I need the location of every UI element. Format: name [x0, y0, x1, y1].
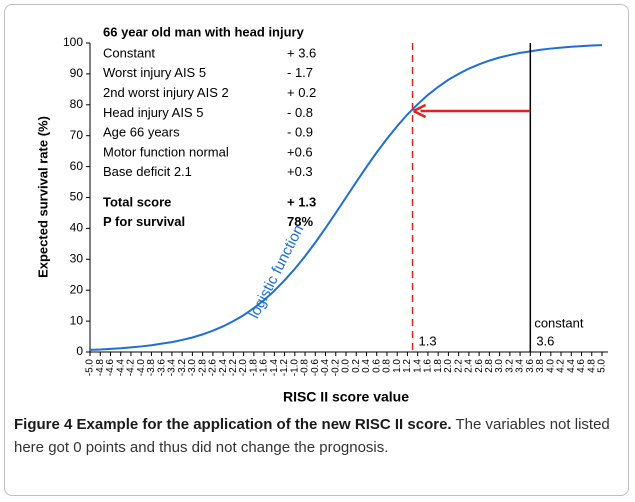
y-tick-label: 40	[70, 221, 84, 235]
table-value: +0.6	[287, 144, 313, 159]
x-tick-label: -4.6	[105, 359, 116, 377]
x-tick-label: -5.0	[85, 359, 96, 377]
x-tick-label: 3.4	[515, 359, 526, 373]
caption-title: Figure 4 Example for the application of …	[14, 416, 452, 433]
x-tick-label: -2.0	[238, 359, 249, 377]
y-tick-label: 30	[70, 251, 84, 265]
table-value: - 0.9	[287, 125, 313, 140]
x-tick-label: -2.4	[218, 359, 229, 377]
x-tick-label: -2.2	[228, 359, 239, 377]
x-tick-label: 4.6	[576, 359, 587, 373]
caption: Figure 4 Example for the application of …	[14, 413, 620, 459]
x-tick-label: 3.2	[504, 359, 515, 373]
x-tick-label: 4.0	[545, 359, 556, 373]
x-tick-label: -2.6	[208, 359, 219, 377]
y-tick-label: 100	[63, 35, 83, 49]
x-tick-label: 1.4	[412, 359, 423, 373]
total-label: Total score	[103, 194, 171, 209]
table-label: Motor function normal	[103, 144, 229, 159]
table-value: - 0.8	[287, 105, 313, 120]
y-tick-label: 70	[70, 128, 84, 142]
x-tick-label: -4.4	[115, 359, 126, 377]
table-value: - 1.7	[287, 65, 313, 80]
x-tick-label: 0.0	[341, 359, 352, 373]
table-value: + 3.6	[287, 45, 316, 60]
x-tick-label: 4.4	[566, 359, 577, 373]
x-tick-label: 4.2	[556, 359, 567, 373]
x-tick-label: 2.2	[453, 359, 464, 373]
y-tick-label: 80	[70, 97, 84, 111]
table-label: Head injury AIS 5	[103, 105, 203, 120]
x-tick-label: 0.4	[361, 359, 372, 373]
table-label: Base deficit 2.1	[103, 164, 192, 179]
x-tick-label: 2.0	[443, 359, 454, 373]
x-tick-label: 3.0	[494, 359, 505, 373]
y-tick-label: 20	[70, 282, 84, 296]
x-tick-label: 2.4	[464, 359, 475, 373]
x-tick-label: 1.2	[402, 359, 413, 373]
reference-value: 1.3	[419, 333, 437, 348]
total-label: P for survival	[103, 214, 185, 229]
caption-text: The variables not listed here got 0 poin…	[14, 416, 610, 456]
figure-frame	[4, 4, 629, 496]
x-tick-label: -1.8	[248, 359, 259, 377]
table-label: 2nd worst injury AIS 2	[103, 85, 229, 100]
chart: 66 year old man with head injury RISC II…	[35, 24, 608, 405]
total-value: 78%	[287, 214, 313, 229]
x-tick-label: 2.6	[474, 359, 485, 373]
x-tick-label: 0.8	[382, 359, 393, 373]
x-tick-label: -4.8	[95, 359, 106, 377]
table-value: +0.3	[287, 164, 313, 179]
arrow-head	[413, 103, 427, 119]
x-tick-label: -1.4	[269, 359, 280, 377]
x-tick-label: -0.2	[330, 359, 341, 377]
x-tick-label: -0.8	[300, 359, 311, 377]
table-label: Worst injury AIS 5	[103, 65, 206, 80]
x-tick-label: -3.8	[146, 359, 157, 377]
reference-label: constant	[534, 315, 584, 330]
x-tick-label: -3.6	[156, 359, 167, 377]
x-tick-label: -1.6	[259, 359, 270, 377]
x-tick-label: -1.2	[279, 359, 290, 377]
x-tick-label: -3.2	[177, 359, 188, 377]
x-axis-label: RISC II score value	[283, 389, 409, 405]
y-tick-label: 0	[76, 344, 83, 358]
x-tick-label: -4.2	[126, 359, 137, 377]
total-value: + 1.3	[287, 194, 316, 209]
y-tick-label: 10	[70, 313, 84, 327]
x-tick-label: 1.8	[433, 359, 444, 373]
x-tick-label: 1.0	[392, 359, 403, 373]
x-tick-label: 5.0	[597, 359, 608, 373]
x-tick-label: 2.8	[484, 359, 495, 373]
curve-label: logistic function	[246, 222, 308, 321]
x-tick-label: 0.6	[371, 359, 382, 373]
table-label: Age 66 years	[103, 125, 180, 140]
x-tick-label: 3.8	[535, 359, 546, 373]
y-tick-label: 90	[70, 66, 84, 80]
x-tick-label: -3.0	[187, 359, 198, 377]
x-tick-label: 4.8	[586, 359, 597, 373]
y-tick-label: 60	[70, 159, 84, 173]
x-tick-label: -3.4	[167, 359, 178, 377]
table-label: Constant	[103, 45, 155, 60]
x-tick-label: -1.0	[289, 359, 300, 377]
x-tick-label: -4.0	[136, 359, 147, 377]
x-tick-label: 0.2	[351, 359, 362, 373]
x-tick-label: -0.4	[320, 359, 331, 377]
curve	[89, 44, 603, 351]
x-tick-label: 3.6	[525, 359, 536, 373]
y-tick-label: 50	[70, 190, 84, 204]
x-tick-label: -2.8	[197, 359, 208, 377]
y-axis-label: Expected survival rate (%)	[35, 116, 50, 278]
table-title: 66 year old man with head injury	[103, 24, 305, 39]
x-tick-label: -0.6	[310, 359, 321, 377]
table-value: + 0.2	[287, 85, 316, 100]
reference-value: 3.6	[536, 333, 554, 348]
x-tick-label: 1.6	[423, 359, 434, 373]
